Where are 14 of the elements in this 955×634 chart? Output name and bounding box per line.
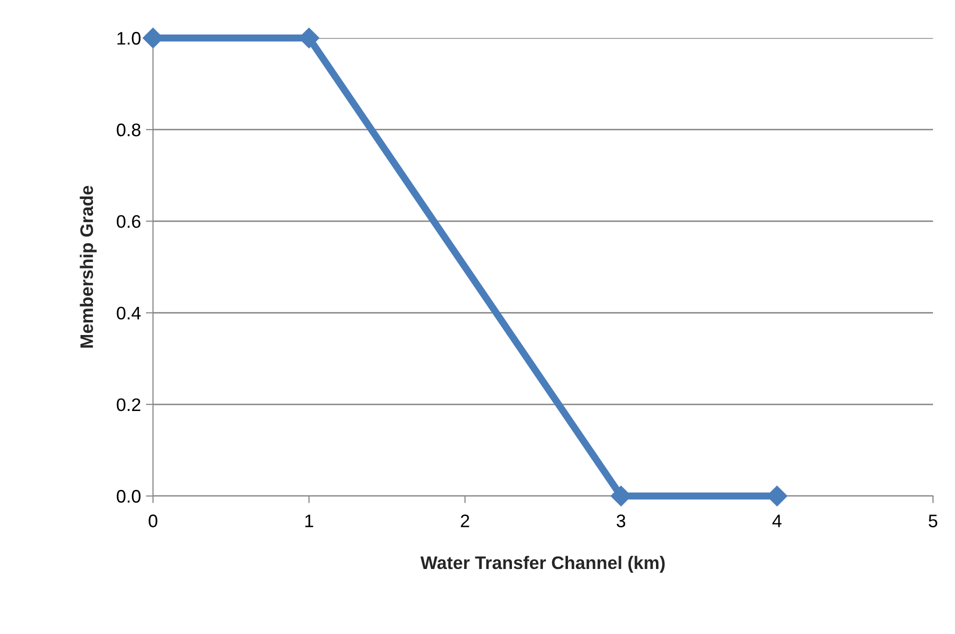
y-tick-label: 0.6 — [116, 215, 140, 228]
x-axis-title: Water Transfer Channel (km) — [420, 556, 665, 573]
x-tick-label: 1 — [305, 514, 314, 528]
y-tick-label: 0.8 — [116, 124, 140, 136]
x-tick-label: 3 — [616, 514, 626, 528]
y-tick-label: 1.0 — [117, 32, 140, 45]
x-tick-label: 4 — [772, 514, 782, 528]
y-axis-title: Membership Grade — [80, 186, 97, 348]
y-tick-label: 0.4 — [116, 306, 141, 320]
x-tick-label: 5 — [928, 514, 938, 528]
x-tick-label: 0 — [148, 514, 158, 528]
y-tick-label: 0.0 — [116, 490, 140, 503]
x-tick-label: 2 — [460, 514, 470, 528]
y-tick-label: 0.2 — [116, 398, 140, 412]
